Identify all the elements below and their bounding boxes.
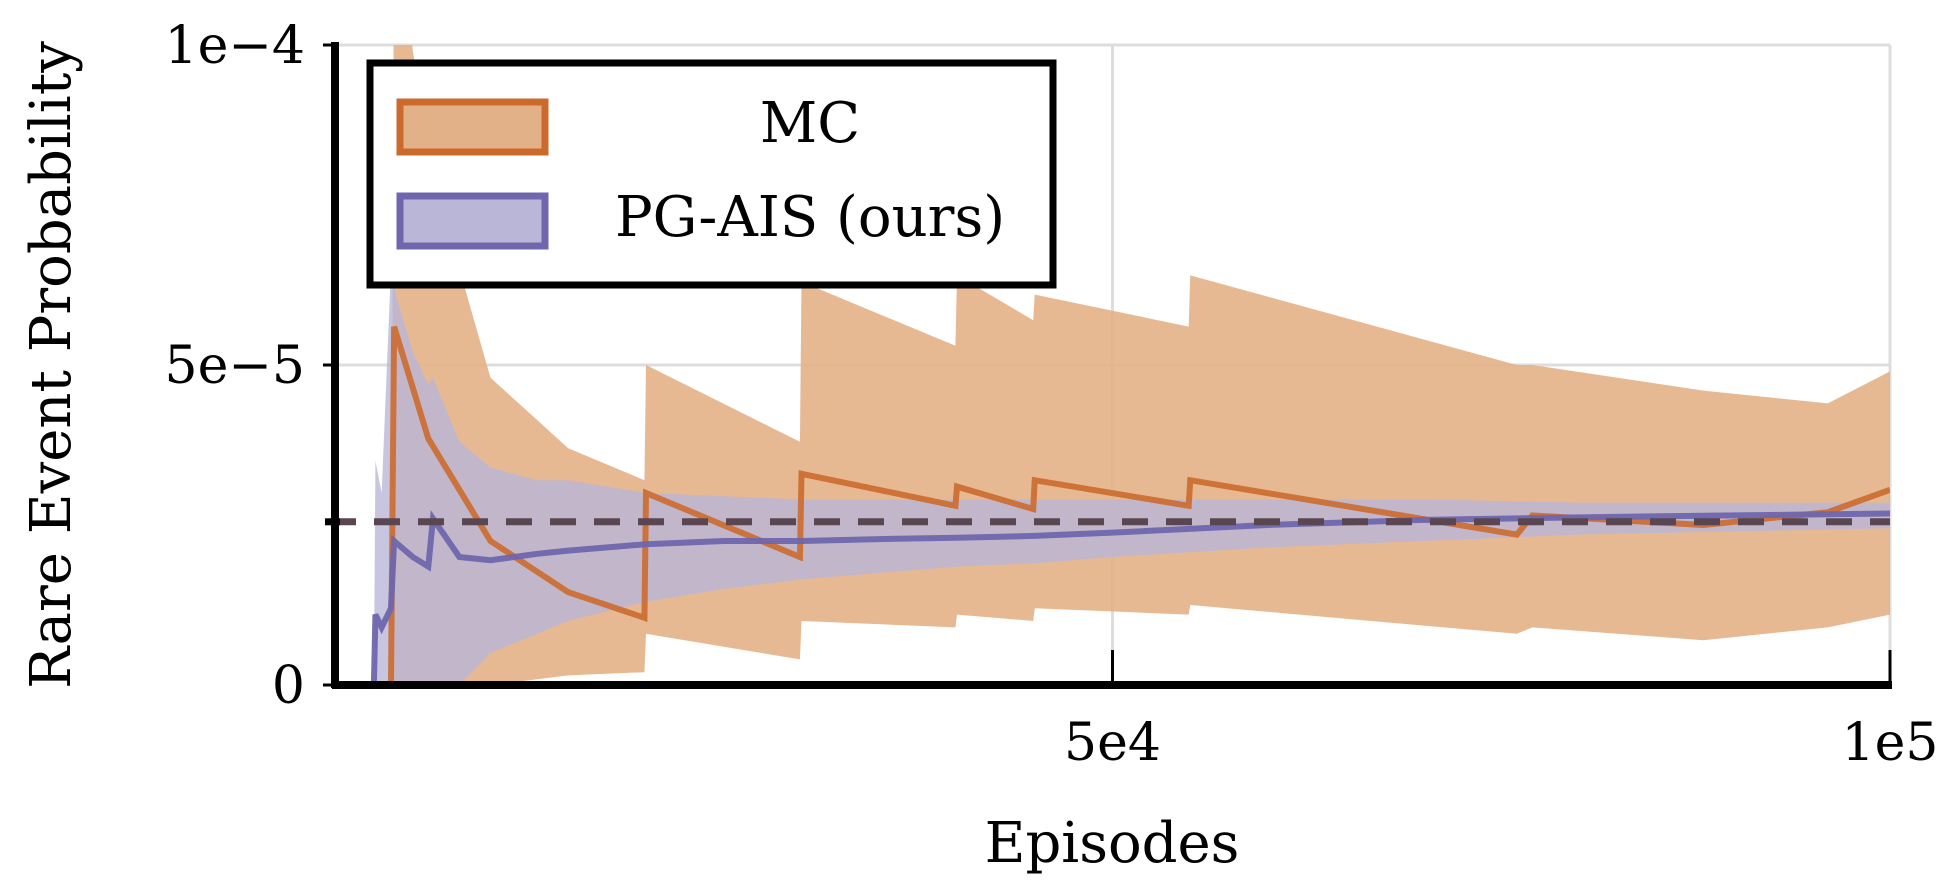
plot-area: 5e4 1e5 0 5e−5 1e−4 (164, 16, 1938, 773)
band-pg-ais (335, 269, 1890, 685)
tick-labels: 5e4 1e5 0 5e−5 1e−4 (164, 16, 1938, 773)
legend-label-mc: MC (760, 91, 860, 156)
y-tick-label: 1e−4 (164, 16, 305, 76)
legend-box (366, 59, 1057, 289)
x-axis-label: Episodes (985, 811, 1240, 876)
x-tick-label: 1e5 (1842, 713, 1939, 773)
axes (323, 42, 1892, 689)
legend-swatch-pg-ais (396, 192, 549, 250)
y-tick-label: 5e−5 (164, 336, 305, 396)
x-tick-label: 5e4 (1064, 713, 1161, 773)
legend-swatch-mc (396, 98, 549, 156)
legend: MC PG-AIS (ours) (366, 59, 1057, 289)
y-axis-label: Rare Event Probability (19, 41, 84, 689)
y-tick-label: 0 (272, 656, 305, 716)
legend-label-pg-ais: PG-AIS (ours) (615, 185, 1005, 250)
